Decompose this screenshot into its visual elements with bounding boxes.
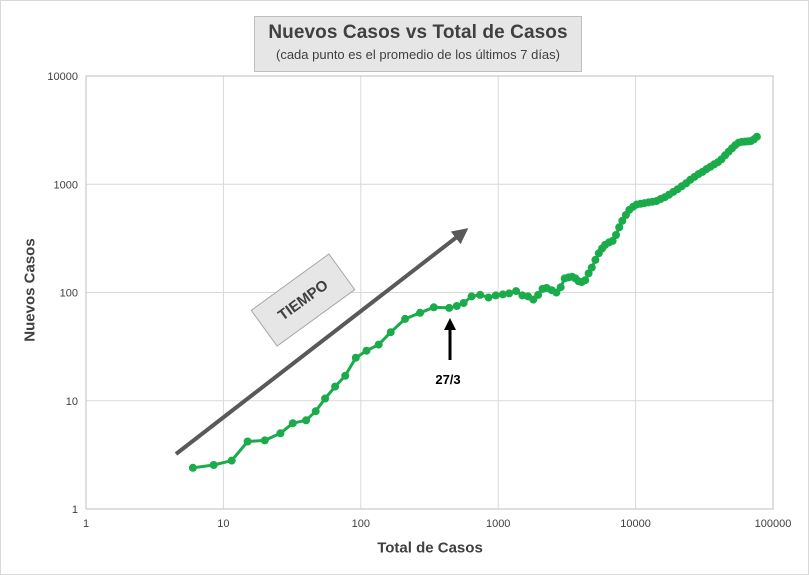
time-trend-arrow <box>174 228 469 456</box>
data-point <box>351 353 360 362</box>
data-point <box>276 429 285 438</box>
data-point <box>618 216 627 225</box>
x-tick-label: 10 <box>217 518 229 530</box>
data-point <box>288 419 297 428</box>
data-point <box>321 394 330 403</box>
data-point <box>445 303 454 312</box>
data-point <box>401 314 410 323</box>
data-point <box>505 289 514 298</box>
data-point <box>615 223 624 232</box>
x-tick-label: 10000 <box>620 518 651 530</box>
data-point <box>612 231 620 239</box>
data-point <box>227 456 236 465</box>
data-point <box>260 436 269 445</box>
data-point <box>452 302 461 310</box>
series <box>188 132 761 472</box>
data-point <box>491 291 500 300</box>
data-point <box>581 276 590 285</box>
grid <box>85 75 774 510</box>
data-point <box>484 293 493 302</box>
data-point <box>243 437 252 446</box>
data-point <box>459 299 468 307</box>
data-point <box>416 308 425 317</box>
data-point <box>498 290 507 299</box>
y-tick-label: 1000 <box>54 179 78 191</box>
data-point <box>587 263 596 272</box>
x-tick-label: 100 <box>352 518 370 530</box>
y-tick-label: 10000 <box>47 71 78 83</box>
date-marker-label: 27/3 <box>435 372 460 387</box>
axis-ticks: 1 10 100 1000 10000 100000 1 10 100 1000 10000 <box>47 71 791 530</box>
data-point <box>341 371 350 380</box>
data-point <box>512 287 521 296</box>
data-point <box>386 328 395 337</box>
chart-title-box: Nuevos Casos vs Total de Casos (cada pun… <box>254 16 582 72</box>
tiempo-label-box: TIEMPO <box>250 253 356 347</box>
data-point <box>331 382 340 391</box>
plot-area <box>85 75 774 510</box>
x-tick-label: 100000 <box>755 518 792 530</box>
annotations: TIEMPO 27/3 <box>174 228 469 456</box>
data-point <box>209 461 218 469</box>
data-point <box>556 283 565 292</box>
x-tick-label: 1000 <box>486 518 510 530</box>
data-point <box>552 288 561 297</box>
data-point <box>374 340 383 349</box>
data-point <box>476 290 485 299</box>
chart-title: Nuevos Casos vs Total de Casos <box>268 22 568 43</box>
data-point <box>591 255 600 264</box>
y-tick-label: 10 <box>66 396 78 408</box>
x-tick-label: 1 <box>83 518 89 530</box>
y-tick-label: 100 <box>60 288 78 300</box>
data-point <box>188 463 197 472</box>
data-point <box>608 236 617 245</box>
y-axis-label: Nuevos Casos <box>21 238 39 342</box>
data-point <box>311 407 320 416</box>
data-point <box>534 290 543 299</box>
data-point <box>467 292 476 301</box>
data-point <box>362 346 371 355</box>
y-tick-label: 1 <box>72 504 78 516</box>
x-axis-label: Total de Casos <box>377 539 483 557</box>
chart-subtitle: (cada punto es el promedio de los último… <box>276 47 560 62</box>
data-point <box>429 303 438 312</box>
data-point <box>752 132 761 141</box>
data-point <box>302 416 311 425</box>
